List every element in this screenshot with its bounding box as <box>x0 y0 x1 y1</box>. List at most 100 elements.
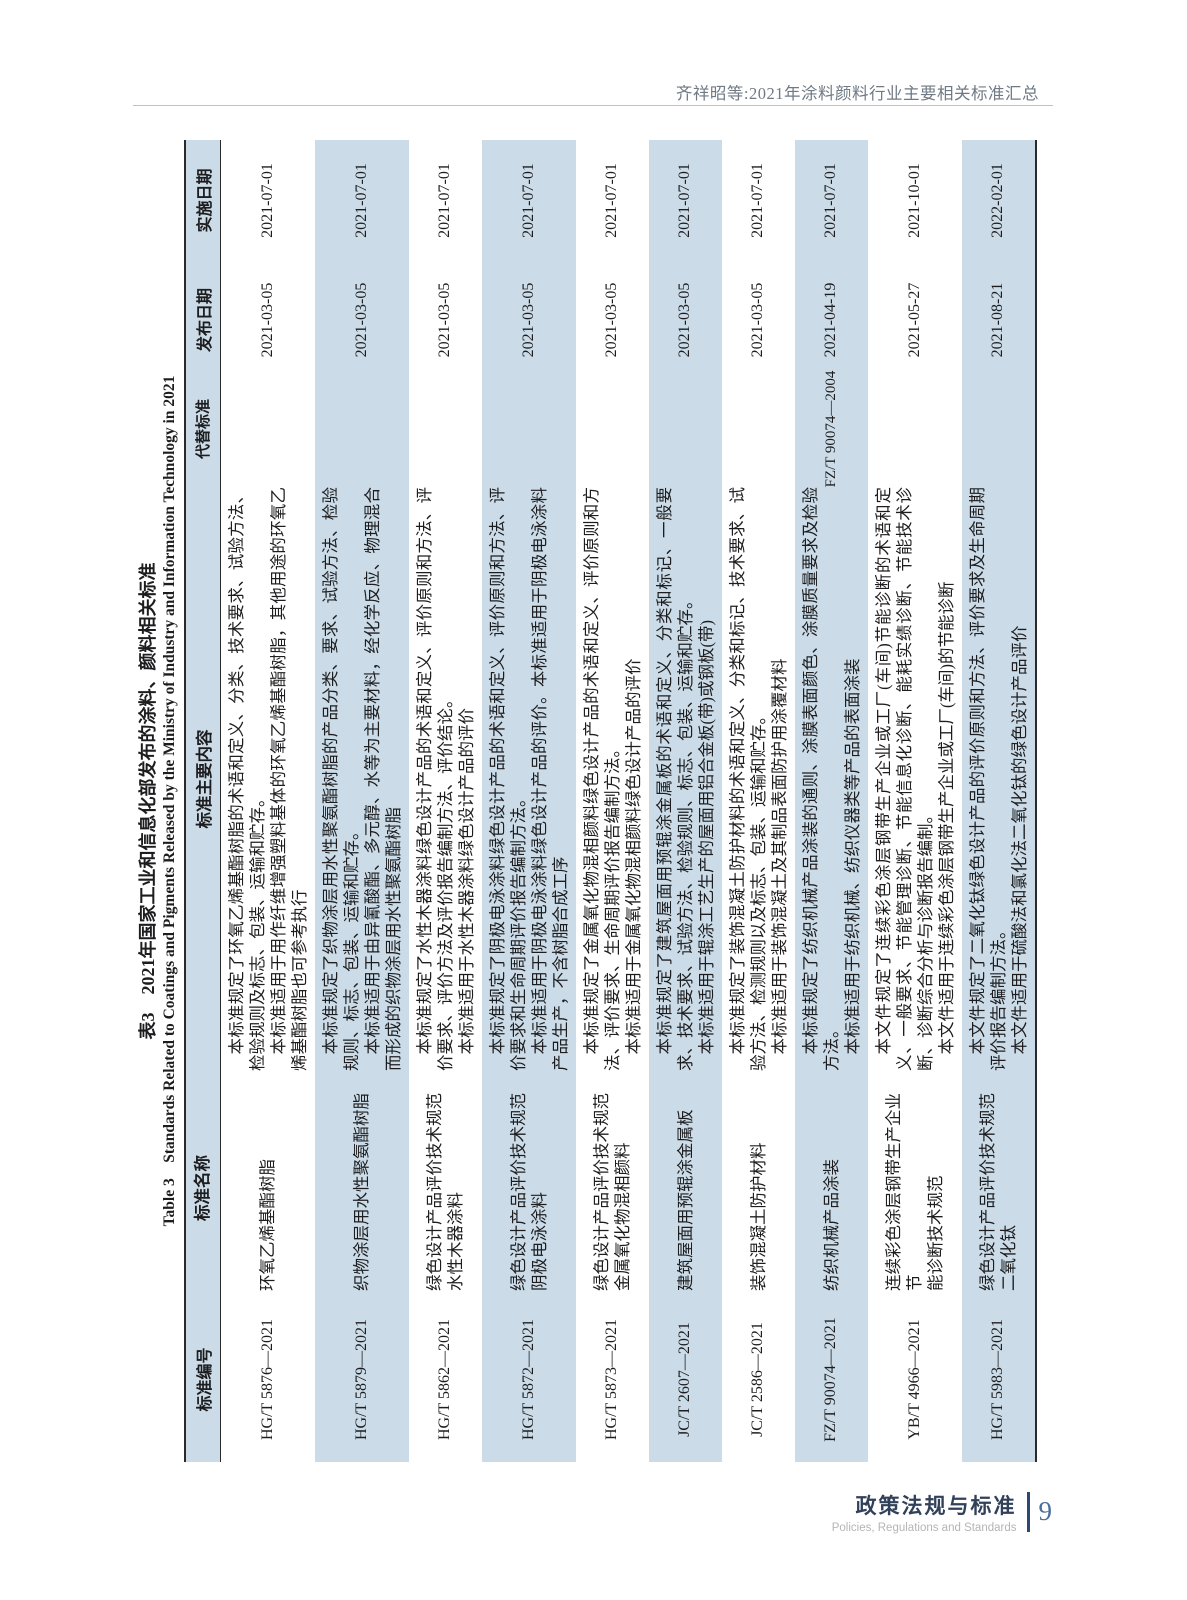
column-header-row: 标准编号 标准名称 标准主要内容 代替标准 发布日期 实施日期 <box>183 140 221 1462</box>
implementation-date-cell: 2021-07-01 <box>258 163 276 238</box>
content-paragraph-1: 本标准规定了织物涂层用水性聚氨酯树脂的产品分类、要求、试验方法、检验规则、标志、… <box>320 487 361 1071</box>
content-paragraph-1: 本标准规定了环氧乙烯基酯树脂的术语和定义、分类、技术要求、试验方法、检验规则及标… <box>226 487 267 1071</box>
issue-date-cell: 2021-04-19 <box>822 282 840 358</box>
col-header-issued: 发布日期 <box>196 288 214 353</box>
implementation-date-cell: 2021-07-01 <box>352 163 370 238</box>
table-row: JC/T 2607—2021 建筑屋面用预辊涂金属板 本标准规定了建筑屋面用预辊… <box>648 140 722 1462</box>
standard-code-cell: HG/T 5872—2021 <box>519 1318 537 1441</box>
running-head-rule <box>133 105 1053 106</box>
table-row: HG/T 5876—2021 环氧乙烯基酯树脂 本标准规定了环氧乙烯基酯树脂的术… <box>221 140 315 1462</box>
standard-name-cell: 绿色设计产品评价技术规范 二氧化钛 <box>978 1093 1019 1291</box>
content-paragraph-1: 本文件规定了二氧化钛绿色设计产品的评价原则和方法、评价要求及生命周期评价报告编制… <box>967 487 1008 1071</box>
col-header-implemented: 实施日期 <box>196 168 214 233</box>
issue-date-cell: 2021-03-05 <box>749 282 767 358</box>
standard-content-cell: 本标准规定了织物涂层用水性聚氨酯树脂的产品分类、要求、试验方法、检验规则、标志、… <box>315 479 409 1079</box>
table-row: FZ/T 90074—2021 纺织机械产品涂装 本标准规定了纺织机械产品涂装的… <box>794 140 868 1462</box>
implementation-date-cell: 2021-07-01 <box>519 163 537 238</box>
standard-content-cell: 本标准规定了阴极电泳涂料绿色设计产品的术语和定义、评价原则和方法、评价要求和生命… <box>482 479 576 1079</box>
content-paragraph-2: 本文件适用于硫酸法和氯化法二氧化钛的绿色设计产品评价 <box>1009 625 1029 1055</box>
page-footer: 政策法规与标准 Policies, Regulations and Standa… <box>832 1490 1052 1534</box>
standard-code-cell: HG/T 5879—2021 <box>352 1318 370 1441</box>
replaced-standard-cell <box>868 379 962 479</box>
standard-code-cell: HG/T 5876—2021 <box>258 1318 276 1441</box>
content-paragraph-1: 本标准规定了阴极电泳涂料绿色设计产品的术语和定义、评价原则和方法、评价要求和生命… <box>487 487 528 1071</box>
issue-date-cell: 2021-03-05 <box>676 282 694 358</box>
standard-code-cell: HG/T 5983—2021 <box>989 1318 1007 1441</box>
implementation-date-cell: 2021-07-01 <box>822 163 840 238</box>
table-row: HG/T 5872—2021 绿色设计产品评价技术规范 阴极电泳涂料 本标准规定… <box>481 140 576 1462</box>
standard-name-cell: 装饰混凝土防护材料 <box>748 1142 768 1292</box>
footer-section-title-cn: 政策法规与标准 <box>855 1495 1017 1518</box>
table-title-cn: 表3 2021年国家工业和信息化部发布的涂料、颜料相关标准 <box>138 562 158 1040</box>
content-paragraph-2: 本标准适用于金属氧化物混相颜料绿色设计产品的评价 <box>623 658 643 1055</box>
standard-name-cell: 织物涂层用水性聚氨酯树脂 <box>352 1093 372 1291</box>
implementation-date-cell: 2021-07-01 <box>749 163 767 238</box>
standard-name-cell: 环氧乙烯基酯树脂 <box>258 1159 278 1291</box>
replaced-standard-cell <box>482 379 576 479</box>
col-header-name: 标准名称 <box>193 1155 213 1221</box>
table-body: HG/T 5876—2021 环氧乙烯基酯树脂 本标准规定了环氧乙烯基酯树脂的术… <box>220 140 1037 1462</box>
table-row: HG/T 5983—2021 绿色设计产品评价技术规范 二氧化钛 本文件规定了二… <box>961 140 1035 1462</box>
standard-name-cell: 绿色设计产品评价技术规范 水性木器涂料 <box>425 1093 466 1291</box>
col-header-content: 标准主要内容 <box>194 729 214 829</box>
standard-code-cell: JC/T 2607—2021 <box>676 1322 694 1437</box>
content-paragraph-2: 本标准适用于阴极电泳涂料绿色设计产品的评价。本标准适用于阴极电泳涂料产品生产，不… <box>529 487 570 1071</box>
standard-content-cell: 本文件规定了二氧化钛绿色设计产品的评价原则和方法、评价要求及生命周期评价报告编制… <box>962 479 1035 1079</box>
standard-name-cell: 连续彩色涂层钢带生产企业节 能诊断技术规范 <box>884 1093 946 1291</box>
standards-table: 标准编号 标准名称 标准主要内容 代替标准 发布日期 实施日期 HG/T 587… <box>183 140 1037 1462</box>
content-paragraph-1: 本文件规定了连续彩色涂层钢带生产企业或工厂(车间)节能诊断的术语和定义、一般要求… <box>873 487 935 1071</box>
standard-content-cell: 本标准规定了水性木器涂料绿色设计产品的术语和定义、评价原则和方法、评价要求、评价… <box>409 479 482 1079</box>
standard-content-cell: 本标准规定了环氧乙烯基酯树脂的术语和定义、分类、技术要求、试验方法、检验规则及标… <box>221 479 315 1079</box>
content-paragraph-2: 本标准适用于用作纤维增强塑料基体的环氧乙烯基酯树脂，其他用途的环氧乙烯基酯树脂也… <box>268 487 309 1071</box>
issue-date-cell: 2021-03-05 <box>352 282 370 358</box>
content-paragraph-2: 本标准适用于辊涂工艺生产的屋面用铝合金板(带)或钢板(带) <box>696 620 716 1055</box>
implementation-date-cell: 2021-07-01 <box>603 163 621 238</box>
standard-code-cell: HG/T 5873—2021 <box>603 1318 621 1441</box>
standard-code-cell: JC/T 2586—2021 <box>749 1322 767 1437</box>
content-paragraph-2: 本标准适用于由异氰酸酯、多元醇、水等为主要材料，经化学反应、物理混合而形成的织物… <box>362 487 403 1071</box>
content-paragraph-2: 本标准适用于纺织机械、纺织仪器类等产品的表面涂装 <box>842 658 862 1055</box>
replaced-standard-cell <box>315 379 409 479</box>
replaced-standard-cell <box>962 379 1035 479</box>
standard-code-cell: HG/T 5862—2021 <box>436 1318 454 1441</box>
table-row: JC/T 2586—2021 装饰混凝土防护材料 本标准规定了装饰混凝土防护材料… <box>722 140 795 1462</box>
running-head: 齐祥昭等:2021年涂料颜料行业主要相关标准汇总 <box>675 84 1039 103</box>
replaced-standard-cell <box>221 379 315 479</box>
replaced-standard-cell <box>576 379 649 479</box>
standard-code-cell: YB/T 4966—2021 <box>905 1319 923 1440</box>
content-paragraph-2: 本文件适用于连续彩色涂层钢带生产企业或工厂(车间)的节能诊断 <box>936 581 956 1055</box>
implementation-date-cell: 2021-10-01 <box>905 163 923 238</box>
content-paragraph-2: 本标准适用于装饰混凝土及其制品表面防护用涂覆材料 <box>769 658 789 1055</box>
replaced-standard-cell <box>409 379 482 479</box>
issue-date-cell: 2021-03-05 <box>258 282 276 358</box>
standard-name-cell: 建筑屋面用预辊涂金属板 <box>675 1109 695 1292</box>
footer-divider-bar <box>1026 1492 1030 1532</box>
standard-content-cell: 本标准规定了装饰混凝土防护材料的术语和定义、分类和标记、技术要求、试验方法、检测… <box>722 479 795 1079</box>
standard-content-cell: 本标准规定了纺织机械产品涂装的通则、涂膜表面颜色、涂膜质量要求及检验方法。 本标… <box>795 479 868 1079</box>
issue-date-cell: 2021-05-27 <box>905 282 923 358</box>
implementation-date-cell: 2021-07-01 <box>676 163 694 238</box>
rotated-table-block: 表3 2021年国家工业和信息化部发布的涂料、颜料相关标准 Table 3 St… <box>137 140 1037 1462</box>
table-row: HG/T 5873—2021 绿色设计产品评价技术规范 金属氧化物混相颜料 本标… <box>576 140 649 1462</box>
standard-content-cell: 本标准规定了金属氧化物混相颜料绿色设计产品的术语和定义、评价原则和方法、评价要求… <box>576 479 649 1079</box>
footer-section-title-en: Policies, Regulations and Standards <box>831 1522 1017 1534</box>
issue-date-cell: 2021-03-05 <box>603 282 621 358</box>
col-header-replaces: 代替标准 <box>196 399 213 460</box>
replaced-standard-cell <box>649 379 722 479</box>
implementation-date-cell: 2022-02-01 <box>989 163 1007 238</box>
content-paragraph-1: 本标准规定了建筑屋面用预辊涂金属板的术语和定义、分类和标记、一般要求、技术要求、… <box>654 487 695 1071</box>
content-paragraph-1: 本标准规定了水性木器涂料绿色设计产品的术语和定义、评价原则和方法、评价要求、评价… <box>414 487 455 1071</box>
issue-date-cell: 2021-08-21 <box>989 282 1007 358</box>
replaced-standard-cell: FZ/T 90074—2004 <box>822 370 839 488</box>
content-paragraph-2: 本标准适用于水性木器涂料绿色设计产品的评价 <box>456 708 476 1055</box>
standard-content-cell: 本标准规定了建筑屋面用预辊涂金属板的术语和定义、分类和标记、一般要求、技术要求、… <box>649 479 722 1079</box>
table-title-en: Table 3 Standards Related to Coatings an… <box>160 375 178 1227</box>
content-paragraph-1: 本标准规定了纺织机械产品涂装的通则、涂膜表面颜色、涂膜质量要求及检验方法。 <box>800 487 841 1071</box>
content-paragraph-1: 本标准规定了金属氧化物混相颜料绿色设计产品的术语和定义、评价原则和方法、评价要求… <box>581 487 622 1071</box>
table-row: HG/T 5862—2021 绿色设计产品评价技术规范 水性木器涂料 本标准规定… <box>409 140 482 1462</box>
footer-section-labels: 政策法规与标准 Policies, Regulations and Standa… <box>832 1490 1017 1534</box>
issue-date-cell: 2021-03-05 <box>519 282 537 358</box>
table-row: HG/T 5879—2021 织物涂层用水性聚氨酯树脂 本标准规定了织物涂层用水… <box>314 140 409 1462</box>
standard-name-cell: 纺织机械产品涂装 <box>821 1159 841 1291</box>
